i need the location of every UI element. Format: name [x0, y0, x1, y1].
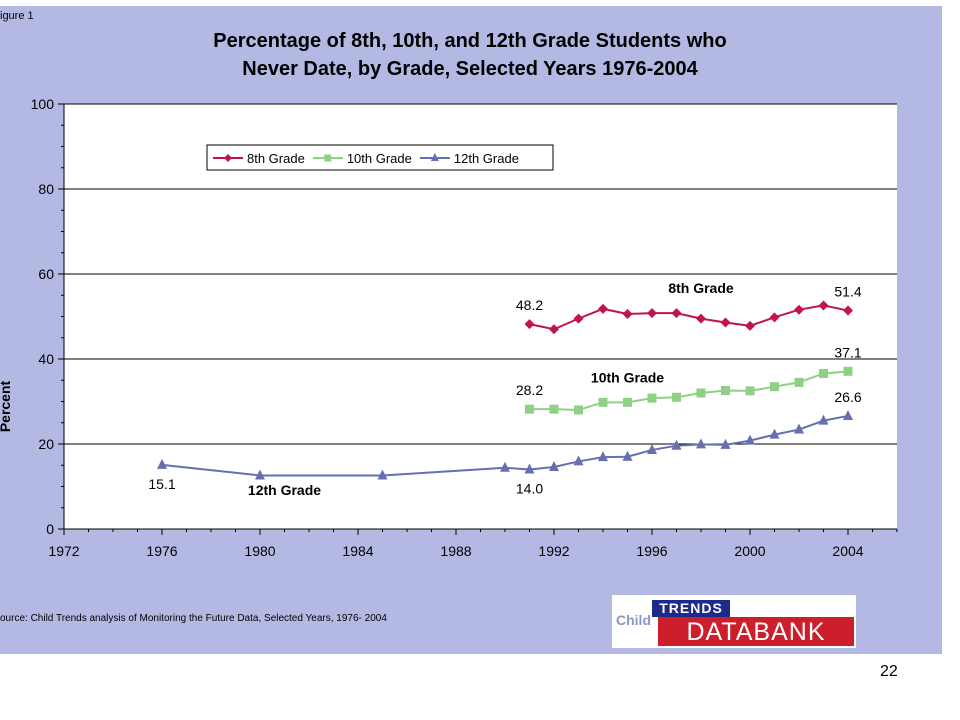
x-tick-label: 1996: [636, 543, 667, 559]
data-point-12th-grade: [769, 428, 780, 439]
line-chart: 0 20 40 60 80 100 1972 1976 1980 1984 1988 1992 1996…: [0, 96, 898, 559]
legend: 8th Grade 10th Grade 12th Grade: [206, 144, 554, 171]
data-point-10th-grade: [794, 377, 804, 387]
series-annotation: 8th Grade: [668, 280, 734, 296]
logo-trends-text: TRENDS: [652, 600, 730, 617]
series-line-12th-grade: [161, 414, 849, 477]
data-point-10th-grade: [843, 366, 853, 376]
data-point-8th-grade: [769, 312, 780, 323]
data-point-10th-grade: [819, 368, 828, 378]
series-line-8th-grade: [529, 304, 849, 331]
data-point-12th-grade: [500, 461, 510, 472]
y-tick-label: 0: [46, 521, 54, 537]
series-annotation: 10th Grade: [591, 369, 664, 385]
y-tick-label: 80: [38, 181, 54, 197]
data-point-8th-grade: [696, 313, 706, 324]
data-point-8th-grade: [622, 308, 633, 319]
legend-label-12th-grade: 12th Grade: [454, 151, 519, 166]
data-point-12th-grade: [696, 438, 706, 449]
y-tick-label: 100: [31, 96, 55, 112]
logo-child-text: Child: [616, 612, 651, 628]
data-point-8th-grade: [818, 300, 829, 311]
data-point-10th-grade: [770, 382, 779, 392]
legend-marker-8th-grade: [224, 154, 232, 162]
x-tick-label: 1972: [48, 543, 79, 559]
page-number: 22: [880, 663, 898, 680]
x-tick-label: 2004: [832, 543, 863, 559]
data-point-12th-grade: [647, 443, 657, 454]
data-point-8th-grade: [524, 319, 535, 330]
data-point-8th-grade: [647, 308, 657, 319]
data-label: 28.2: [516, 382, 543, 398]
data-point-8th-grade: [843, 305, 853, 316]
y-tick-label: 60: [38, 266, 54, 282]
x-tick-label: 1976: [146, 543, 177, 559]
data-point-12th-grade: [377, 469, 388, 480]
data-point-10th-grade: [525, 404, 534, 414]
data-point-10th-grade: [696, 388, 706, 398]
data-point-12th-grade: [573, 455, 584, 466]
data-point-8th-grade: [671, 308, 682, 319]
data-point-12th-grade: [524, 463, 535, 474]
data-point-12th-grade: [671, 439, 682, 450]
figure-label: igure 1: [0, 10, 34, 22]
x-tick-label: 1980: [244, 543, 275, 559]
legend-label-8th-grade: 8th Grade: [247, 151, 305, 166]
data-label: 37.1: [834, 344, 861, 360]
data-point-12th-grade: [745, 434, 755, 445]
data-point-10th-grade: [745, 386, 755, 396]
data-label: 26.6: [834, 389, 861, 405]
data-point-10th-grade: [549, 404, 559, 414]
data-point-8th-grade: [573, 313, 584, 324]
data-point-10th-grade: [672, 392, 681, 402]
data-point-12th-grade: [794, 423, 804, 434]
data-point-8th-grade: [549, 324, 559, 335]
data-point-10th-grade: [598, 397, 608, 407]
data-label: 15.1: [148, 476, 175, 492]
x-tick-label: 1988: [440, 543, 471, 559]
y-tick-label: 40: [38, 351, 54, 367]
data-point-10th-grade: [623, 397, 632, 407]
data-point-12th-grade: [818, 414, 829, 425]
legend-marker-10th-grade: [324, 154, 332, 162]
data-point-12th-grade: [598, 451, 608, 462]
legend-box: [206, 144, 554, 171]
data-label: 48.2: [516, 297, 543, 313]
data-point-10th-grade: [647, 393, 657, 403]
x-tick-label: 2000: [734, 543, 765, 559]
logo-databank-text: DATABANK: [658, 617, 854, 646]
data-label: 51.4: [834, 284, 861, 300]
x-tick-label: 1984: [342, 543, 373, 559]
chart-title-line-1: Percentage of 8th, 10th, and 12th Grade …: [213, 30, 727, 52]
data-point-8th-grade: [745, 320, 755, 331]
child-trends-databank-logo: Child TRENDS DATABANK: [612, 595, 856, 648]
data-label: 14.0: [516, 481, 543, 497]
data-point-10th-grade: [721, 385, 730, 395]
data-point-8th-grade: [794, 304, 804, 315]
chart-title: Percentage of 8th, 10th, and 12th Grade …: [150, 27, 790, 83]
data-point-10th-grade: [574, 405, 583, 415]
series-annotation: 12th Grade: [248, 482, 321, 498]
x-tick-label: 1992: [538, 543, 569, 559]
data-point-12th-grade: [622, 450, 633, 461]
chart-title-line-2: Never Date, by Grade, Selected Years 197…: [242, 58, 698, 80]
data-point-12th-grade: [255, 469, 265, 480]
y-tick-label: 20: [38, 436, 54, 452]
data-point-12th-grade: [720, 438, 731, 449]
data-point-12th-grade: [549, 460, 559, 471]
plot-area: [64, 104, 897, 529]
legend-label-10th-grade: 10th Grade: [347, 151, 412, 166]
source-note: ource: Child Trends analysis of Monitori…: [0, 613, 387, 624]
data-point-12th-grade: [157, 458, 167, 469]
data-point-12th-grade: [843, 409, 853, 420]
y-axis-label: Percent: [0, 380, 13, 432]
data-point-8th-grade: [720, 317, 731, 328]
data-point-8th-grade: [598, 303, 608, 314]
legend-marker-12th-grade: [430, 153, 439, 161]
